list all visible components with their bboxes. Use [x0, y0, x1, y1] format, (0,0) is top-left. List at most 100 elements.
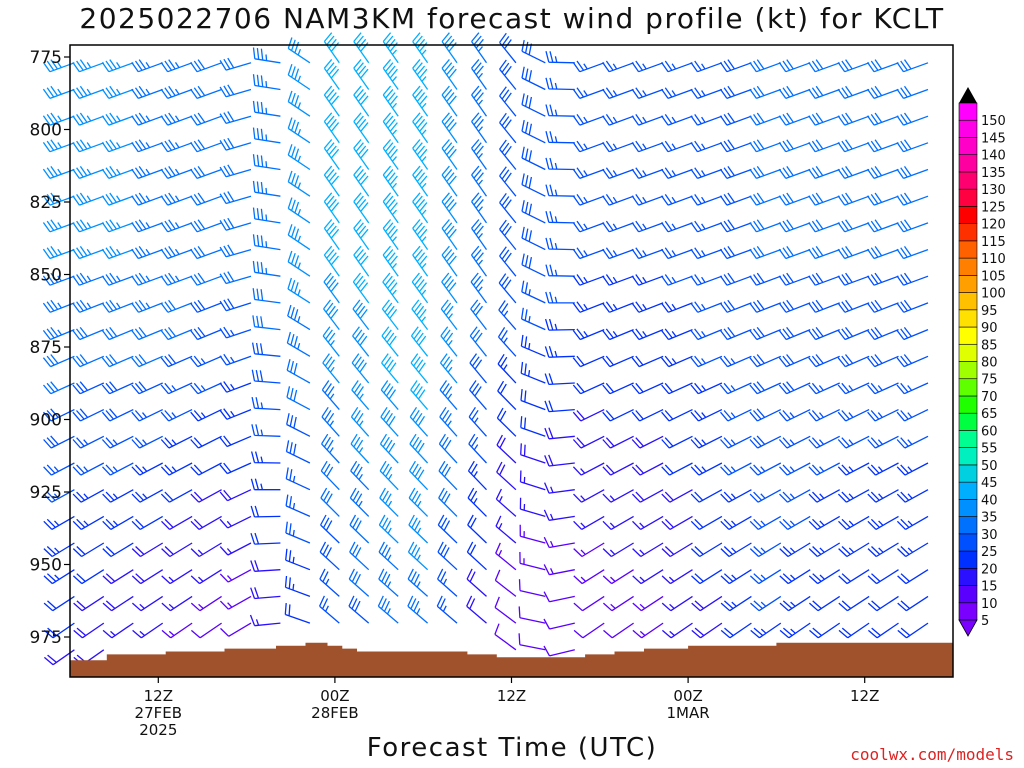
wind-barb — [43, 569, 75, 585]
wind-barb — [808, 409, 840, 422]
colorbar-label: 100 — [981, 287, 1006, 302]
wind-barb — [351, 380, 370, 411]
wind-barb — [250, 505, 281, 518]
wind-barb — [160, 272, 193, 286]
wind-barb — [749, 569, 782, 585]
wind-barb — [467, 487, 487, 517]
wind-barb — [101, 139, 134, 153]
wind-barb — [808, 139, 840, 153]
wind-barb — [437, 514, 458, 544]
wind-barb — [690, 542, 723, 558]
wind-barb — [499, 86, 517, 117]
wind-barb — [439, 380, 458, 411]
wind-barb — [286, 359, 311, 384]
wind-barb — [866, 246, 899, 260]
wind-barb — [720, 489, 752, 503]
wind-barb — [778, 59, 811, 73]
wind-barb — [72, 569, 105, 585]
wind-barb — [382, 219, 399, 250]
wind-barb — [749, 435, 782, 449]
wind-barb — [382, 139, 399, 170]
wind-barb — [897, 542, 929, 558]
wind-barb — [161, 515, 193, 530]
wind-barb — [573, 595, 605, 612]
wind-barb — [837, 435, 870, 449]
wind-barb — [43, 462, 75, 476]
x-tick-label: 00Z — [673, 687, 702, 705]
wind-barb — [287, 224, 311, 251]
colorbar-swatch — [958, 533, 978, 552]
wind-barb — [101, 59, 134, 73]
wind-barb — [101, 85, 134, 100]
wind-barb — [632, 595, 664, 612]
colorbar-label: 40 — [981, 493, 998, 508]
wind-barb — [351, 353, 370, 384]
wind-barb — [131, 409, 163, 422]
wind-barb — [190, 246, 222, 260]
wind-barb — [808, 219, 840, 233]
wind-barb — [496, 407, 517, 437]
wind-barb — [101, 435, 134, 449]
wind-barb — [287, 197, 311, 224]
wind-barb — [602, 409, 634, 422]
colorbar-label: 140 — [981, 149, 1006, 164]
wind-barb — [690, 328, 723, 341]
colorbar-swatch — [958, 361, 978, 380]
wind-barb — [544, 427, 575, 440]
credit-link[interactable]: coolwx.com/models — [850, 745, 1014, 764]
wind-barb — [287, 170, 311, 197]
wind-barb — [468, 433, 487, 464]
x-tick-label: 28FEB — [311, 704, 358, 722]
x-axis-label: Forecast Time (UTC) — [366, 733, 658, 763]
wind-barb — [690, 274, 723, 286]
wind-barb — [661, 542, 693, 558]
wind-barb — [190, 85, 222, 100]
wind-barb — [323, 192, 340, 224]
wind-barb — [190, 59, 222, 73]
wind-barb — [602, 274, 634, 286]
wind-barb — [866, 299, 899, 313]
wind-barb — [161, 595, 193, 612]
wind-barb — [73, 622, 105, 639]
wind-barb — [573, 622, 605, 639]
wind-barb — [660, 114, 693, 126]
wind-barb — [101, 192, 134, 206]
wind-barb — [720, 409, 752, 422]
wind-barb — [837, 112, 870, 126]
wind-barb — [779, 489, 811, 503]
wind-barb — [719, 85, 752, 100]
wind-barb — [382, 192, 399, 224]
wind-barb — [285, 521, 311, 544]
y-tick-label: 875 — [30, 338, 62, 358]
wind-barb — [631, 355, 664, 368]
wind-barb — [521, 200, 546, 224]
wind-barb — [497, 380, 517, 411]
wind-barb — [494, 596, 517, 624]
colorbar-label: 20 — [981, 562, 998, 577]
wind-barb — [438, 487, 458, 517]
wind-barb — [543, 564, 575, 576]
wind-barb — [378, 568, 399, 597]
wind-barb — [250, 532, 281, 545]
wind-barb — [572, 114, 605, 126]
wind-barb — [778, 327, 811, 341]
wind-barb — [101, 246, 134, 260]
wind-barb — [661, 622, 693, 639]
wind-barb — [286, 386, 311, 411]
wind-barb — [494, 569, 517, 597]
wind-barb — [441, 112, 458, 144]
wind-barb — [323, 85, 340, 117]
wind-barb — [867, 515, 899, 530]
wind-barb — [896, 192, 929, 206]
wind-barb — [320, 487, 340, 517]
wind-barb — [719, 112, 752, 126]
wind-barb — [896, 59, 929, 73]
wind-barb — [190, 489, 222, 503]
wind-barb — [808, 462, 841, 476]
wind-barb — [661, 382, 693, 395]
wind-barb — [521, 280, 546, 304]
wind-barb — [466, 568, 487, 597]
colorbar-label: 150 — [981, 114, 1006, 129]
